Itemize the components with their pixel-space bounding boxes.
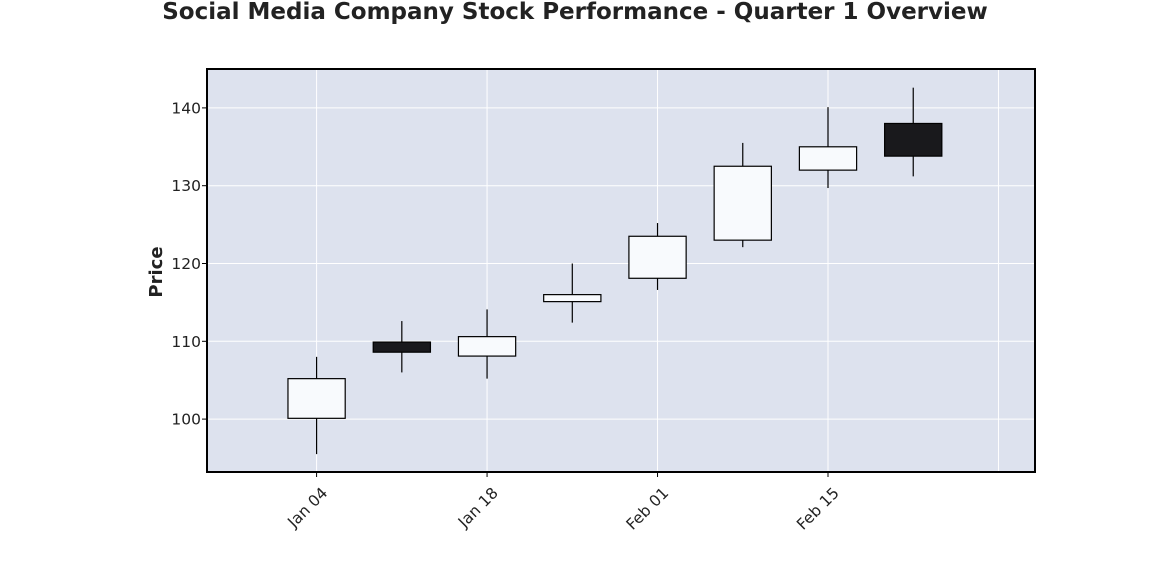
candle (713, 142, 772, 248)
candles (287, 87, 943, 455)
x-axis-ticks: Jan 04 Jan 18 Feb 01 Feb 15 (284, 472, 843, 534)
candle-body-up (628, 235, 687, 279)
candle (372, 321, 432, 373)
candle (543, 263, 602, 323)
candle (884, 87, 943, 177)
candle (798, 107, 858, 189)
y-tick-label: 100 (171, 411, 201, 429)
candle-body-up (713, 165, 772, 241)
y-tick-label: 120 (171, 255, 201, 273)
candle-body-up (543, 294, 602, 303)
y-tick-label: 110 (171, 333, 201, 351)
plot-border (206, 68, 1036, 473)
candle-body-up (287, 378, 346, 419)
candle (628, 223, 687, 290)
y-tick-label: 140 (171, 99, 201, 117)
candle-body-down (372, 341, 432, 353)
x-tick-label: Feb 01 (623, 484, 673, 534)
candle (287, 356, 346, 455)
chart-title: Social Media Company Stock Performance -… (162, 0, 988, 25)
candle-body-down (884, 122, 943, 157)
y-axis-label: Price (146, 246, 167, 297)
candle (457, 309, 517, 379)
x-tick-label: Jan 18 (454, 484, 502, 532)
candle-body-up (457, 336, 517, 357)
candle-body-up (798, 146, 858, 171)
x-tick-label: Jan 04 (284, 484, 332, 532)
x-tick-label: Feb 15 (793, 484, 843, 534)
y-tick-label: 130 (171, 177, 201, 195)
y-axis-ticks: 100 110 120 130 140 (171, 99, 207, 429)
